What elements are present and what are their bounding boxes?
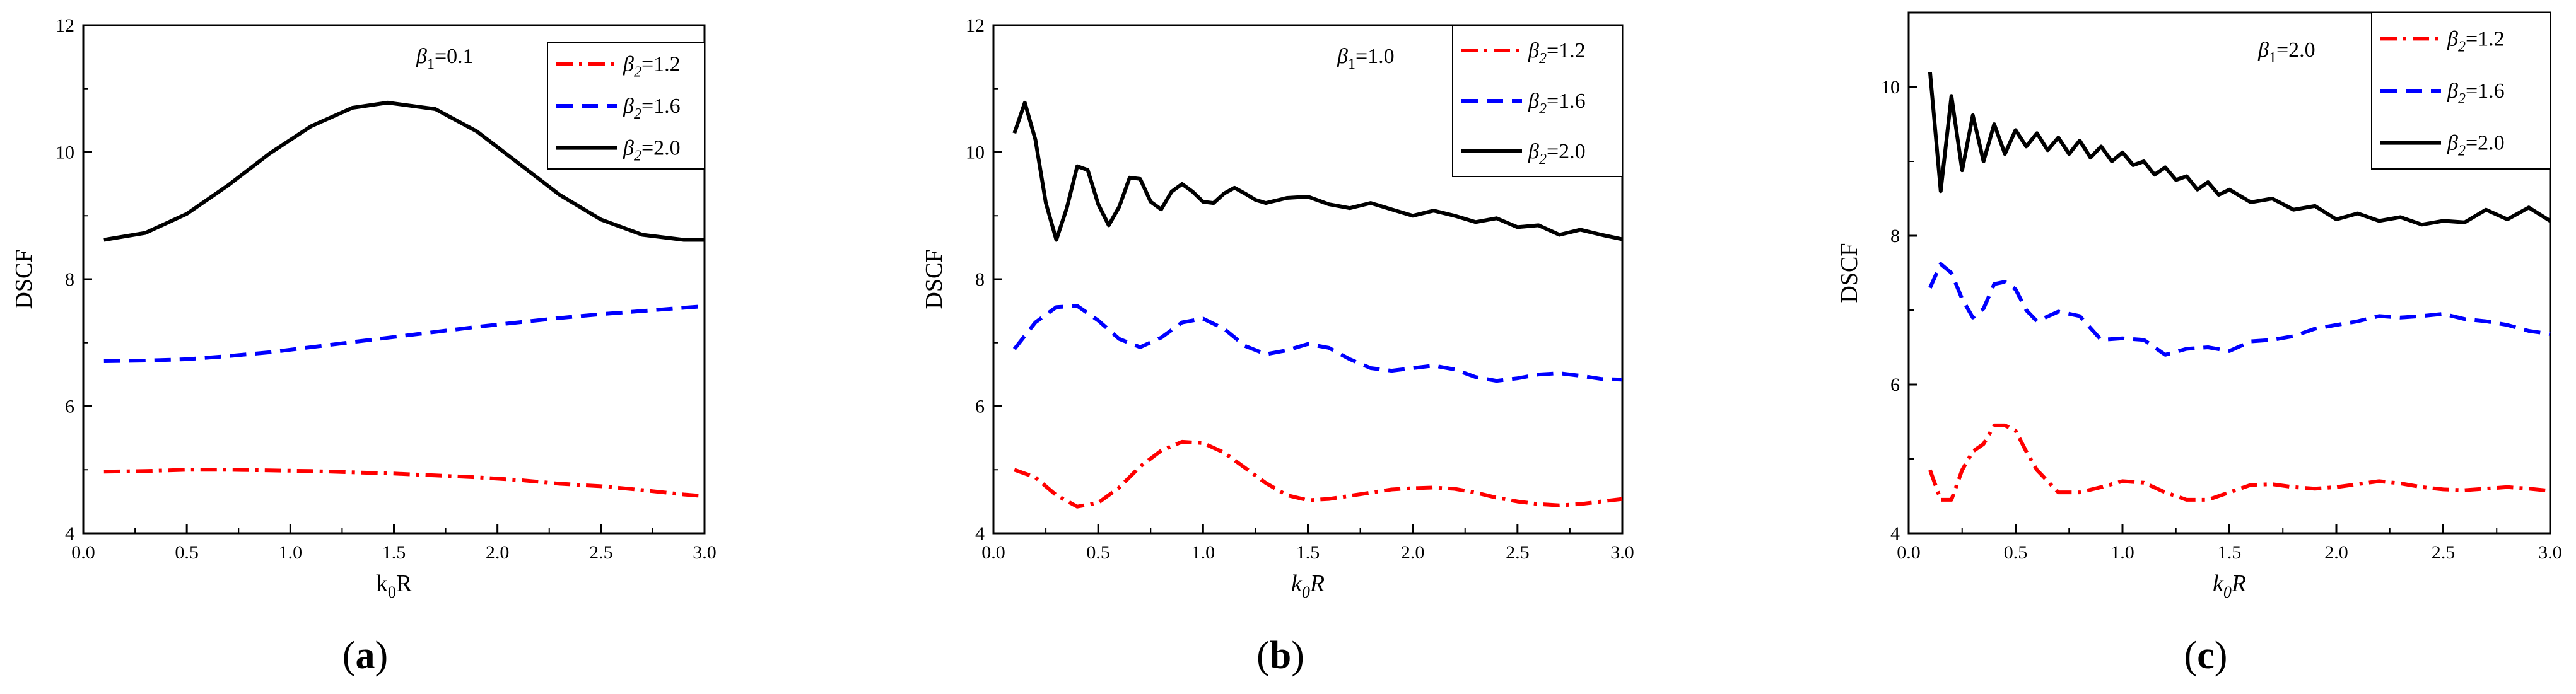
y-tick-label: 6 [975,396,985,417]
x-tick-label: 1.0 [279,542,303,563]
line-series-2-0 [103,100,705,242]
x-tick-label: 3.0 [693,542,717,563]
legend: β2=1.2 β2=1.6 β2=2.0 [547,42,705,170]
line-series-1-6 [1928,262,2551,357]
line-series-1-2 [1928,423,2551,502]
x-tick-label: 1.0 [1191,542,1215,563]
line-series-2-0 [1012,100,1623,242]
line-series-1-6 [103,304,701,363]
y-axis-title: DSCF [1836,243,1863,303]
panel-label: (c) [2184,634,2228,677]
x-tick-label: 2.5 [589,542,613,563]
x-tick-label: 0.0 [981,542,1005,563]
x-tick-label: 0.0 [1897,542,1921,563]
line-series-1-6 [1012,304,1623,383]
y-tick-label: 8 [975,269,985,290]
y-tick-label: 10 [966,142,985,163]
legend-label-series-1-6: β2=1.6 [1528,90,1586,117]
x-tick-label: 0.5 [175,542,199,563]
legend-label-series-2-0: β2=2.0 [2447,132,2505,159]
x-tick-label: 0.0 [71,542,95,563]
y-axis-title: DSCF [11,249,37,309]
x-tick-label: 1.5 [2218,542,2242,563]
x-tick-label: 3.0 [1610,542,1634,563]
x-tick-label: 2.5 [2432,542,2456,563]
x-tick-label: 2.0 [2324,542,2348,563]
line-series-1-2 [103,468,701,498]
line-series-1-2 [1014,439,1623,509]
param-annotation: β1=1.0 [1337,45,1395,72]
legend: β2=1.2 β2=1.6 β2=2.0 [1452,25,1623,177]
x-axis-title: k0R [1291,570,1325,601]
legend-label-series-1-6: β2=1.6 [2447,79,2505,107]
y-tick-label: 8 [65,269,74,290]
line-series-2-0 [1928,72,2551,227]
panel-label: (a) [342,634,388,677]
y-tick-label: 6 [1890,374,1900,395]
y-tick-label: 8 [1890,226,1900,246]
y-tick-label: 4 [65,523,74,544]
legend-label-series-1-2: β2=1.2 [623,52,681,80]
chart-panel-c: 0.0 0.5 1.0 1.5 2.0 2.5 3.0 4 6 8 10 k0R DSCF β1=2.0 β… [1836,11,2562,677]
y-tick-label: 4 [975,523,985,544]
x-tick-label: 2.0 [486,542,510,563]
x-tick-label: 1.5 [1296,542,1320,563]
legend-label-series-1-2: β2=1.2 [1528,39,1586,67]
x-axis-title: k0R [2213,570,2246,601]
legend-label-series-2-0: β2=2.0 [623,137,681,165]
param-annotation: β1=2.0 [2257,38,2315,66]
x-tick-label: 3.0 [2538,542,2562,563]
x-tick-label: 1.0 [2111,542,2134,563]
x-tick-label: 0.5 [1086,542,1110,563]
x-axis-title: k0R [376,570,413,601]
chart-panel-a: 0.0 0.5 1.0 1.5 2.0 2.5 3.0 4 6 8 10 12 k0R DSCF β1=0.… [11,15,717,677]
x-tick-label: 2.5 [1506,542,1530,563]
legend: β2=1.2 β2=1.6 β2=2.0 [2371,12,2551,170]
y-tick-label: 10 [56,142,74,163]
x-tick-label: 2.0 [1401,542,1425,563]
x-tick-label: 1.5 [382,542,406,563]
panel-label: (b) [1256,634,1304,677]
y-tick-label: 12 [966,15,985,36]
y-tick-label: 12 [56,15,74,36]
y-tick-label: 10 [1881,77,1900,98]
y-axis-title: DSCF [921,249,947,309]
legend-box [1452,25,1623,177]
legend-label-series-1-2: β2=1.2 [2447,27,2505,55]
chart-panel-b: 0.0 0.5 1.0 1.5 2.0 2.5 3.0 4 6 8 10 12 k0R DSCF β1=1.… [921,15,1634,677]
legend-label-series-1-6: β2=1.6 [623,95,681,122]
x-tick-label: 0.5 [2004,542,2028,563]
legend-label-series-2-0: β2=2.0 [1528,140,1586,168]
param-annotation: β1=0.1 [416,45,474,72]
y-tick-label: 6 [65,396,74,417]
y-tick-label: 4 [1890,523,1900,544]
